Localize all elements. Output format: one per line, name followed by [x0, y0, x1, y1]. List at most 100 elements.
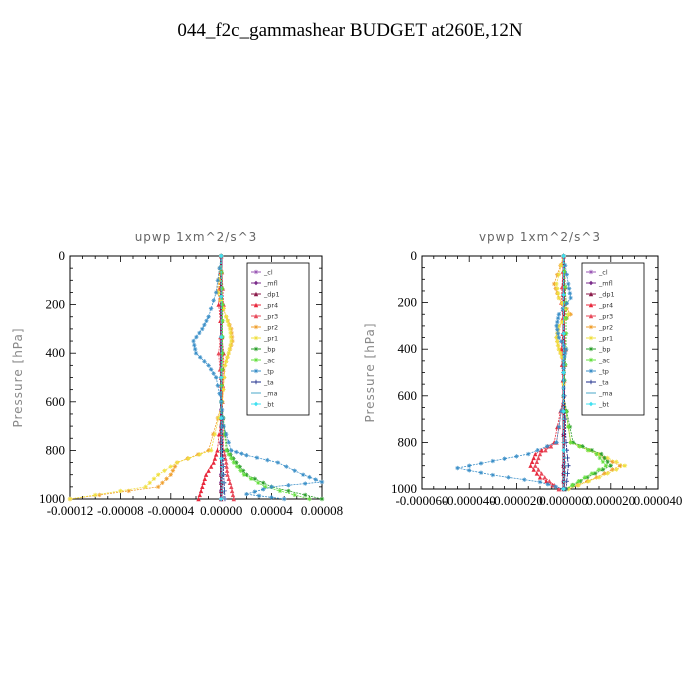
data-point: [570, 440, 576, 445]
y-axis-label: Pressure [hPa]: [11, 327, 25, 427]
data-point: [240, 468, 246, 473]
data-point: [605, 471, 610, 476]
data-point: [200, 484, 205, 490]
data-point: [554, 440, 559, 445]
data-point: [577, 444, 582, 449]
data-point: [561, 486, 566, 492]
data-point: [227, 326, 233, 332]
data-point: [164, 476, 169, 481]
data-point: [216, 302, 221, 307]
data-point: [234, 464, 240, 469]
legend-marker: [253, 313, 259, 319]
data-point: [213, 290, 219, 295]
data-point: [221, 306, 226, 311]
legend-label: _cl: [263, 269, 273, 277]
data-point: [193, 351, 199, 356]
data-point: [556, 272, 562, 277]
data-point: [556, 312, 562, 317]
data-point: [545, 482, 551, 487]
data-point: [226, 351, 231, 356]
data-point: [206, 468, 211, 473]
data-point: [265, 457, 270, 463]
data-point: [596, 451, 602, 457]
data-point: [160, 480, 165, 485]
legend-marker: [253, 302, 259, 308]
data-point: [200, 326, 205, 332]
data-point: [162, 468, 167, 473]
data-point: [223, 456, 228, 461]
data-point: [213, 452, 219, 457]
data-point: [275, 460, 281, 465]
data-point: [206, 363, 211, 368]
data-point: [244, 491, 249, 497]
data-point: [533, 463, 538, 468]
data-point: [234, 449, 239, 455]
data-point: [215, 448, 220, 453]
data-point: [238, 468, 243, 473]
data-point: [534, 459, 540, 465]
data-point: [605, 459, 610, 465]
data-point: [467, 463, 472, 468]
data-point: [219, 496, 224, 502]
data-point: [292, 492, 297, 498]
data-point: [151, 476, 157, 481]
data-point: [556, 486, 562, 492]
data-point: [554, 281, 559, 287]
legend-label: _pr4: [598, 302, 613, 310]
legend-marker: [588, 313, 594, 319]
data-point: [191, 338, 196, 344]
data-point: [198, 488, 204, 494]
data-point: [589, 471, 595, 476]
data-point: [566, 424, 571, 430]
data-point: [563, 331, 569, 336]
data-point: [197, 330, 202, 336]
y-tick-label: 0: [59, 248, 66, 263]
data-point: [93, 492, 98, 498]
data-point: [556, 424, 562, 430]
legend-marker: [588, 346, 594, 352]
data-point: [239, 451, 244, 456]
data-point: [567, 291, 573, 296]
data-point: [211, 371, 216, 376]
data-point: [563, 347, 569, 352]
data-point: [172, 464, 178, 469]
data-point: [576, 479, 581, 484]
data-point: [215, 383, 221, 388]
data-point: [566, 281, 571, 287]
data-point: [286, 488, 291, 494]
legend-marker: [588, 291, 594, 297]
legend-label: _pr3: [263, 313, 278, 321]
data-point: [204, 318, 209, 323]
data-point: [219, 270, 224, 275]
data-point: [603, 463, 609, 468]
data-point: [618, 463, 623, 468]
data-point: [213, 375, 219, 380]
data-point: [600, 467, 606, 472]
data-point: [284, 464, 289, 469]
data-point: [192, 342, 197, 348]
data-point: [514, 454, 519, 459]
data-point: [506, 475, 511, 480]
data-point: [307, 474, 312, 480]
data-point: [219, 367, 225, 372]
data-point: [543, 447, 548, 453]
series-ac: [219, 253, 312, 502]
data-point: [168, 472, 173, 477]
data-point: [228, 330, 233, 336]
data-point: [570, 482, 575, 488]
y-tick-label: 1000: [39, 491, 65, 506]
data-point: [535, 447, 540, 453]
legend-label: _dp1: [598, 291, 615, 299]
data-point: [555, 291, 561, 296]
legend-label: _ma: [598, 390, 613, 398]
data-point: [168, 464, 173, 469]
y-axis-label: Pressure [hPa]: [363, 322, 377, 422]
data-point: [219, 294, 224, 299]
data-point: [220, 318, 225, 323]
legend-label: _bt: [598, 401, 609, 409]
data-point: [208, 367, 214, 372]
data-point: [561, 292, 566, 298]
data-point: [537, 451, 543, 457]
